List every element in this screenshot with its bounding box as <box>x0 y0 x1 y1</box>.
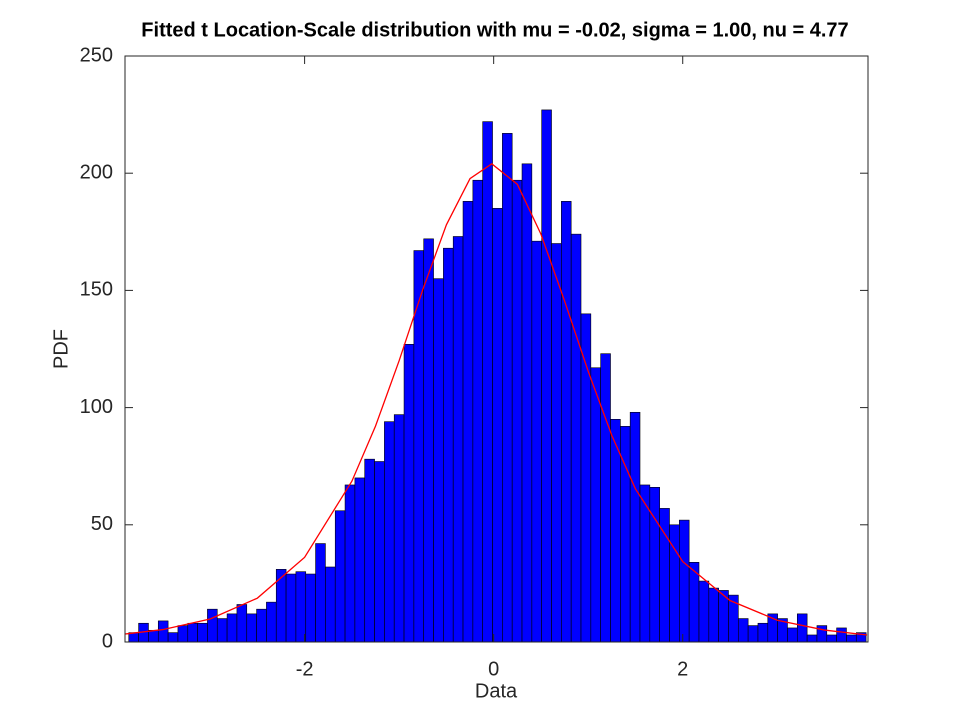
chart-title: Fitted t Location-Scale distribution wit… <box>141 19 848 41</box>
y-tick-label: 50 <box>91 513 113 535</box>
histogram-bar <box>285 573 297 643</box>
histogram-bar <box>531 240 542 643</box>
fit-curve <box>124 163 868 636</box>
histogram-bar <box>413 250 425 643</box>
histogram-bar <box>787 627 798 643</box>
histogram-bar <box>806 634 818 643</box>
histogram-bar <box>443 247 454 643</box>
histogram-bar <box>600 353 611 643</box>
histogram-bar <box>590 367 601 643</box>
histogram-bar <box>344 484 356 643</box>
y-tick-label: 200 <box>80 161 113 183</box>
histogram-bar <box>452 236 464 643</box>
histogram-bar <box>511 179 523 643</box>
histogram-bar <box>462 201 474 643</box>
histogram-bar <box>826 634 837 643</box>
histogram-bar <box>334 510 346 643</box>
histogram-bar <box>472 179 483 643</box>
y-tick-label: 100 <box>80 396 113 418</box>
histogram-bar <box>423 238 434 643</box>
histogram-bar <box>698 580 710 643</box>
histogram-bar <box>305 573 316 643</box>
histogram-bar <box>816 625 828 643</box>
histogram-bar <box>157 620 169 643</box>
histogram-bar <box>836 627 847 643</box>
histogram-bar <box>551 243 562 643</box>
x-axis-label: Data <box>475 680 518 702</box>
y-axis-label: PDF <box>50 329 72 369</box>
histogram-bar <box>738 618 749 643</box>
histogram-bar <box>226 613 238 643</box>
histogram-bar <box>570 233 582 643</box>
histogram-bar <box>295 571 307 643</box>
histogram-bar <box>433 278 444 643</box>
histogram-bar <box>187 622 198 643</box>
x-tick-label: -2 <box>296 658 314 680</box>
histogram-bar <box>325 566 336 643</box>
histogram-bar <box>266 601 277 643</box>
y-tick-label: 0 <box>102 630 113 652</box>
histogram-bar <box>502 133 513 643</box>
histogram-bar <box>521 163 533 643</box>
histogram-bar <box>846 634 857 643</box>
y-tick-label: 250 <box>80 44 113 66</box>
histogram-bar <box>649 486 660 643</box>
histogram-bar <box>747 625 759 643</box>
histogram-bar <box>757 622 769 643</box>
histogram-bar <box>354 477 366 643</box>
histogram-bar <box>236 604 248 643</box>
histogram-bar <box>561 201 572 643</box>
histogram-bar <box>364 458 375 643</box>
histogram-bar <box>541 109 552 643</box>
histogram-bar <box>207 608 218 643</box>
histogram-bar <box>629 411 641 643</box>
histogram-bar <box>167 632 179 643</box>
histogram-bar <box>393 414 405 643</box>
histogram-bar <box>482 121 493 643</box>
histogram-bar <box>256 608 267 643</box>
histogram-bar <box>384 421 395 643</box>
y-tick-label: 150 <box>80 279 113 301</box>
histogram-bar <box>315 543 326 643</box>
histogram-bar <box>374 461 385 643</box>
x-tick-label: 0 <box>488 658 499 680</box>
histogram-bar <box>216 618 228 643</box>
histogram-bar <box>246 613 257 643</box>
histogram-bar <box>148 629 159 643</box>
histogram-bar <box>679 519 690 643</box>
plot-frame <box>124 55 869 643</box>
histogram-bar <box>708 587 719 643</box>
x-tick-label: 2 <box>677 658 688 680</box>
histogram-bar <box>177 625 189 643</box>
histogram-bar <box>796 613 808 643</box>
histogram-bar <box>197 622 208 643</box>
histogram-bar <box>403 344 415 643</box>
histogram-bar <box>492 208 503 643</box>
